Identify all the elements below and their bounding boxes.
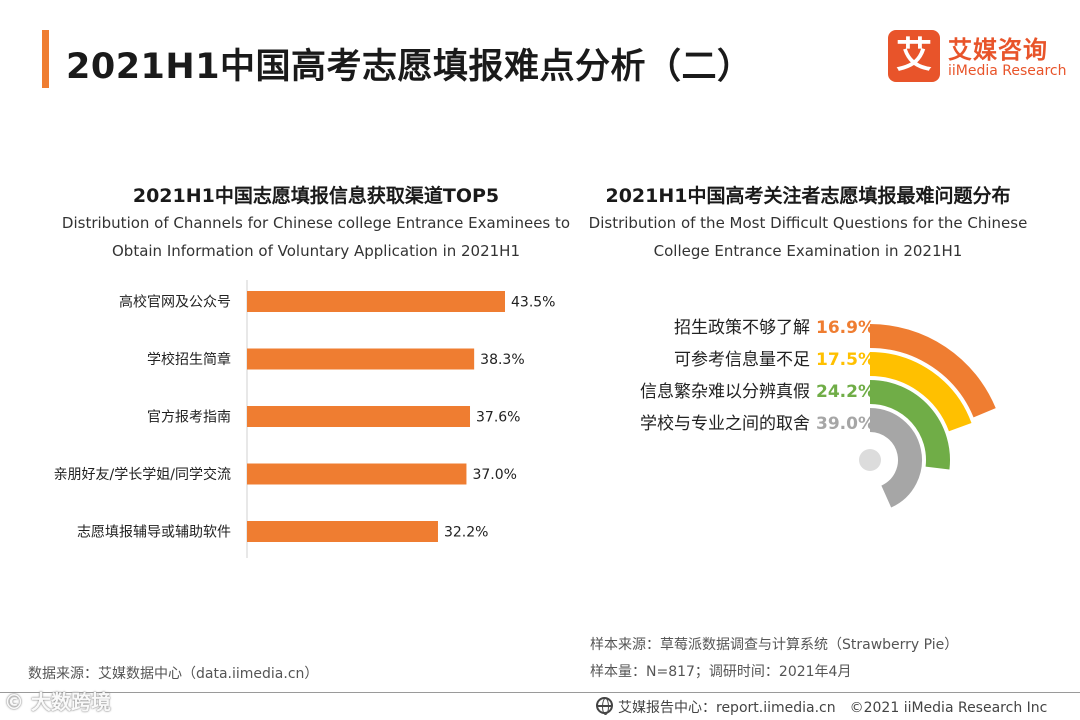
radial-value-label: 39.0% (816, 414, 875, 434)
report-center-link: 艾媒报告中心：report.iimedia.cn ©2021 iiMedia R… (618, 700, 1048, 716)
radial-value-label: 24.2% (816, 382, 875, 402)
bar (247, 463, 467, 485)
radial-value-label: 16.9% (816, 318, 875, 338)
radial-chart-title: 2021H1中国高考关注者志愿填报最难问题分布 (605, 185, 1011, 207)
globe-icon (596, 697, 613, 715)
bar (247, 406, 471, 427)
radial-category-label: 可参考信息量不足 (674, 350, 810, 370)
radial-arc (869, 352, 972, 432)
bar-chart-subtitle: Distribution of Channels for Chinese col… (61, 214, 571, 260)
logo-name-cn: 艾媒咨询 (948, 36, 1048, 64)
bar-value-label: 38.3% (480, 352, 524, 368)
page-title: 2021H1中国高考志愿填报难点分析（二） (66, 47, 753, 87)
radial-value-label: 17.5% (816, 350, 875, 370)
watermark: © 大数跨境 (4, 690, 111, 714)
data-source: 数据来源：艾媒数据中心（data.iimedia.cn） (28, 666, 319, 682)
bar (247, 291, 505, 312)
sample-size: 样本量：N=817；调研时间：2021年4月 (590, 664, 852, 680)
radial-category-label: 学校与专业之间的取舍 (640, 414, 810, 434)
radial-arc (869, 408, 922, 508)
logo-icon: 艾 (888, 30, 940, 82)
radial-arc (869, 324, 996, 418)
bar-value-label: 37.6% (476, 410, 520, 426)
radial-category-label: 招生政策不够了解 (674, 318, 810, 338)
bar-value-label: 43.5% (511, 295, 555, 311)
title-accent-bar (42, 30, 49, 88)
radial-center-dot (859, 449, 881, 471)
radial-chart: 招生政策不够了解 16.9% 可参考信息量不足 17.5% 信息繁杂难以分辨真假 24.2… (640, 318, 996, 508)
sample-source: 样本来源：草莓派数据调查与计算系统（Strawberry Pie） (590, 637, 959, 653)
bar-chart: 高校官网及公众号 43.5% 学校招生简章 38.3% 官方报考指南 37.6% 亲朋好友/… (54, 280, 555, 558)
radial-arc (869, 380, 950, 470)
bar-category-label: 志愿填报辅导或辅助软件 (77, 525, 231, 541)
bar-value-label: 32.2% (444, 525, 488, 541)
bar-category-label: 学校招生简章 (147, 351, 231, 368)
bar-value-label: 37.0% (472, 467, 516, 483)
radial-chart-subtitle: Distribution of the Most Difficult Quest… (588, 214, 1028, 260)
logo: 艾 艾媒咨询 iiMedia Research (888, 30, 1067, 86)
bar-chart-title: 2021H1中国志愿填报信息获取渠道TOP5 (132, 185, 500, 207)
bar-category-label: 高校官网及公众号 (119, 294, 231, 311)
bar-category-label: 官方报考指南 (147, 410, 231, 426)
bar-category-label: 亲朋好友/学长学姐/同学交流 (54, 466, 231, 483)
radial-category-label: 信息繁杂难以分辨真假 (640, 382, 810, 402)
bar (247, 521, 438, 542)
logo-name-en: iiMedia Research (948, 63, 1067, 79)
bar (247, 348, 475, 370)
footer-divider (0, 692, 1080, 693)
